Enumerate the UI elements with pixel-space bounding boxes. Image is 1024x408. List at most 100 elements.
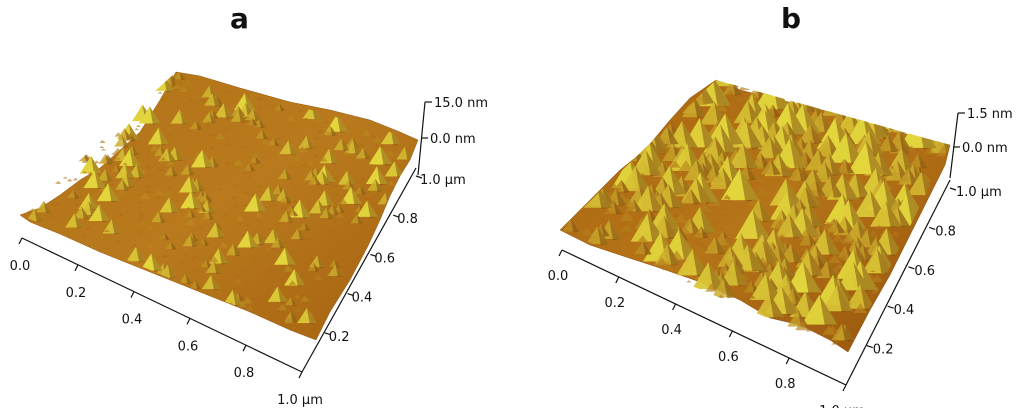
surface-peak [206, 222, 226, 238]
surface-peak-shadow [218, 248, 229, 265]
surface-peak-shadow [34, 208, 43, 223]
surface-peak [734, 209, 771, 239]
surface-peak-shadow [151, 253, 163, 272]
surface-peak [267, 286, 288, 302]
surface-peak [136, 177, 142, 180]
surface-peak [173, 72, 186, 80]
surface-peak-shadow [845, 159, 855, 175]
surface-peak [752, 175, 763, 183]
surface-peak [277, 303, 288, 311]
panel-label-a: a [230, 2, 249, 35]
surface-peak-shadow [314, 175, 321, 186]
surface-peak [235, 274, 241, 277]
surface-peak-shadow [817, 254, 826, 268]
surface-peak [287, 208, 299, 216]
y-tick-label: 0.4 [894, 303, 915, 318]
surface-peak-shadow [324, 190, 335, 207]
surface-peak [247, 279, 253, 282]
surface-peak [185, 209, 197, 217]
surface-peak [721, 212, 731, 218]
surface-peak [275, 136, 282, 140]
surface-peak-shadow [167, 147, 177, 163]
surface-peak [908, 153, 928, 168]
surface-peak [733, 99, 762, 124]
surface-peak [298, 109, 305, 113]
surface-peak [333, 138, 350, 151]
surface-peak [307, 324, 314, 327]
surface-peak [78, 192, 100, 209]
surface-peak-shadow [158, 210, 167, 224]
surface-peak [379, 130, 387, 134]
surface-peak-shadow [815, 179, 826, 198]
surface-peak [232, 203, 240, 207]
surface-peak [100, 148, 107, 151]
surface-peak [67, 189, 80, 199]
surface-peak [190, 149, 214, 168]
surface-peak [115, 179, 130, 190]
surface-peak [637, 235, 648, 242]
surface-peak [113, 147, 123, 154]
surface-peak-shadow [190, 209, 197, 218]
surface-peak [147, 127, 170, 145]
surface-peak [841, 232, 856, 244]
surface-peak [293, 187, 299, 190]
surface-peak-shadow [252, 117, 258, 127]
surface-peak [847, 142, 885, 174]
surface-peak [676, 248, 709, 276]
x-tick-label: 0.8 [775, 377, 796, 392]
surface-peak-shadow [696, 177, 712, 203]
surface-peak [332, 219, 339, 223]
surface-peak [691, 148, 700, 153]
surface-peak [211, 83, 219, 88]
surface-peak [313, 274, 323, 280]
surface-peak [239, 233, 245, 236]
surface-peak [210, 147, 216, 150]
surface-peak [108, 163, 114, 166]
surface-peak [82, 170, 88, 173]
surface-peak [626, 210, 632, 213]
surface-peak [355, 147, 371, 159]
surface-peak [189, 280, 202, 289]
surface-peak-shadow [212, 109, 219, 120]
surface-peak [159, 232, 170, 240]
surface-peak [271, 247, 277, 250]
x-tick-mark [74, 264, 79, 272]
surface-peak-shadow [129, 132, 136, 142]
surface-peak-shadow [693, 98, 706, 119]
y-axis-b [845, 179, 951, 386]
surface-peak-shadow [885, 200, 902, 228]
surface-peak [817, 175, 844, 197]
surface-peak-shadow [149, 106, 161, 125]
surface-peak [749, 295, 756, 298]
surface-peak [279, 207, 285, 210]
surface-peak [197, 225, 204, 229]
surface-peak [144, 156, 150, 159]
surface-peak [246, 117, 258, 126]
surface-peak [338, 198, 348, 205]
surface-peak [314, 136, 321, 140]
surface-peak-shadow [339, 204, 346, 214]
surface-peak-shadow [367, 200, 378, 218]
surface-peak [266, 104, 274, 108]
surface-peak [609, 183, 619, 190]
surface-peak [579, 215, 588, 221]
surface-peak-shadow [286, 210, 295, 223]
surface-peak [696, 241, 703, 245]
surface-peak [724, 241, 735, 248]
surface-peak [169, 83, 176, 87]
surface-peak [678, 159, 694, 171]
surface-peak [615, 247, 623, 252]
surface-peak [367, 178, 384, 191]
surface-peak [360, 176, 366, 180]
surface-peak [184, 134, 192, 139]
surface-peak-shadow [259, 118, 266, 129]
surface-peak [686, 280, 692, 283]
surface-peak [98, 153, 113, 164]
surface-peak [827, 219, 845, 233]
surface-peak [259, 186, 279, 201]
surface-peak-shadow [232, 289, 243, 306]
surface-peak-shadow [769, 136, 784, 160]
surface-peak-shadow [633, 199, 642, 213]
surface-peak [317, 282, 323, 285]
surface-peak [781, 238, 791, 245]
